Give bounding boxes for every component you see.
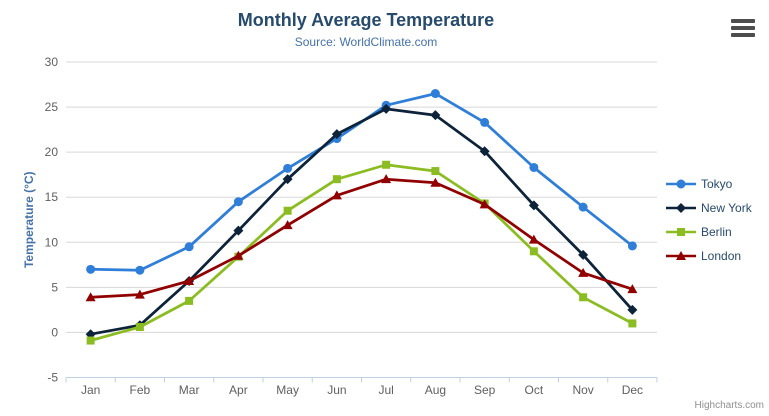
marker-tokyo-nov[interactable]: [578, 202, 588, 212]
legend-label: London: [701, 249, 742, 263]
x-axis-label: Apr: [229, 383, 248, 397]
x-axis-label: Jan: [81, 383, 100, 397]
marker-london-apr[interactable]: [233, 250, 244, 260]
marker-berlin-oct[interactable]: [529, 247, 538, 256]
marker-new-york-jul[interactable]: [381, 103, 392, 114]
marker-berlin-nov[interactable]: [579, 293, 588, 302]
y-axis-label: -5: [47, 371, 58, 385]
y-axis-label: 15: [45, 190, 59, 204]
x-axis-label: Feb: [130, 383, 151, 397]
marker-london-sep[interactable]: [479, 199, 490, 209]
marker-tokyo-feb[interactable]: [135, 265, 145, 275]
marker-london-may[interactable]: [282, 220, 293, 230]
y-axis-label: 30: [45, 55, 59, 69]
legend-item-berlin[interactable]: Berlin: [666, 220, 752, 244]
legend-label: Berlin: [701, 225, 732, 239]
marker-tokyo-jan[interactable]: [86, 264, 96, 274]
x-axis-label: Jun: [327, 383, 346, 397]
legend-symbol-london: [676, 251, 686, 260]
legend-marker-circle-icon: [666, 179, 696, 189]
x-axis-label: Nov: [572, 383, 593, 397]
marker-london-oct[interactable]: [528, 234, 539, 244]
marker-berlin-jan[interactable]: [86, 336, 95, 345]
marker-tokyo-aug[interactable]: [430, 89, 440, 99]
marker-berlin-jun[interactable]: [332, 175, 341, 184]
export-menu-button[interactable]: [731, 19, 755, 40]
marker-berlin-feb[interactable]: [135, 323, 144, 332]
series-line-new-york[interactable]: [89, 107, 634, 336]
marker-london-dec[interactable]: [627, 284, 638, 294]
marker-berlin-jul[interactable]: [382, 160, 391, 169]
marker-london-aug[interactable]: [430, 177, 441, 187]
marker-london-mar[interactable]: [184, 276, 195, 286]
legend-marker-diamond-icon: [666, 203, 696, 213]
x-axis-label: May: [276, 383, 299, 397]
legend: Tokyo New York Berlin London: [666, 172, 752, 268]
marker-new-york-apr[interactable]: [233, 225, 244, 236]
highcharts-credit[interactable]: Highcharts.com: [694, 400, 764, 411]
legend-symbol-berlin: [677, 228, 685, 236]
marker-tokyo-sep[interactable]: [480, 117, 490, 127]
y-axis-label: 10: [45, 235, 59, 249]
legend-marker-triangle-icon: [666, 251, 696, 260]
y-axis-title: Temperature (°C): [22, 171, 36, 268]
legend-symbol-tokyo: [676, 179, 686, 189]
marker-tokyo-dec[interactable]: [627, 241, 637, 251]
marker-berlin-dec[interactable]: [628, 319, 637, 328]
marker-new-york-aug[interactable]: [430, 110, 441, 121]
marker-new-york-oct[interactable]: [528, 200, 539, 211]
marker-london-jun[interactable]: [331, 190, 342, 200]
y-axis-label: 0: [51, 325, 58, 339]
marker-berlin-mar[interactable]: [185, 296, 194, 305]
legend-item-tokyo[interactable]: Tokyo: [666, 172, 752, 196]
marker-london-jan[interactable]: [85, 292, 96, 302]
legend-marker-square-icon: [666, 228, 696, 236]
marker-london-feb[interactable]: [134, 289, 145, 299]
x-axis-label: Dec: [622, 383, 643, 397]
y-axis-label: 5: [51, 280, 58, 294]
marker-new-york-jun[interactable]: [331, 129, 342, 140]
marker-london-jul[interactable]: [381, 174, 392, 184]
marker-tokyo-mar[interactable]: [184, 242, 194, 252]
marker-tokyo-may[interactable]: [283, 163, 293, 173]
hamburger-icon: [731, 33, 755, 37]
legend-label: New York: [701, 201, 752, 215]
x-axis-label: Oct: [525, 383, 544, 397]
marker-berlin-may[interactable]: [283, 206, 292, 215]
marker-new-york-may[interactable]: [282, 174, 293, 185]
series-line-berlin[interactable]: [89, 163, 634, 342]
marker-tokyo-oct[interactable]: [529, 162, 539, 172]
x-axis-label: Jul: [378, 383, 393, 397]
y-axis-label: 20: [45, 145, 59, 159]
legend-item-new-york[interactable]: New York: [666, 196, 752, 220]
series-line-london[interactable]: [89, 177, 634, 299]
hamburger-icon: [731, 26, 755, 30]
marker-berlin-aug[interactable]: [431, 167, 440, 176]
y-axis-label: 25: [45, 100, 59, 114]
x-axis-label: Aug: [425, 383, 446, 397]
legend-symbol-new-york: [676, 203, 686, 213]
marker-new-york-dec[interactable]: [627, 304, 638, 315]
legend-item-london[interactable]: London: [666, 244, 752, 268]
marker-new-york-sep[interactable]: [479, 146, 490, 157]
hamburger-icon: [731, 19, 755, 23]
marker-new-york-nov[interactable]: [578, 249, 589, 260]
marker-london-nov[interactable]: [578, 267, 589, 277]
marker-tokyo-apr[interactable]: [233, 197, 243, 207]
legend-label: Tokyo: [701, 177, 733, 191]
x-axis-label: Sep: [474, 383, 496, 397]
x-axis-label: Mar: [179, 383, 200, 397]
